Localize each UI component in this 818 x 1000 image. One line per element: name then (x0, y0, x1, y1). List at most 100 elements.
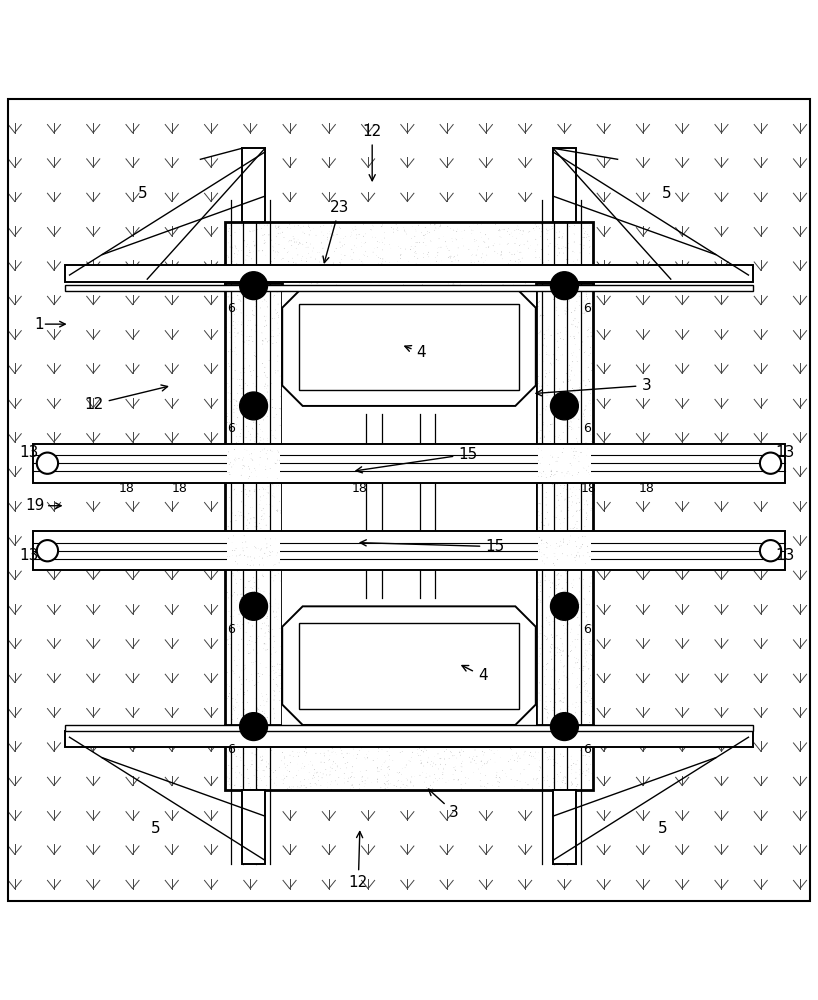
Point (232, 565, 245, 581)
Point (309, 731, 322, 747)
Point (583, 403, 596, 419)
Point (576, 545, 589, 561)
Point (257, 512, 270, 528)
Point (265, 569, 278, 585)
Point (413, 767, 426, 783)
Point (543, 235, 556, 251)
Point (394, 737, 407, 753)
Point (434, 751, 447, 767)
Point (563, 357, 576, 373)
Point (245, 465, 258, 481)
Point (384, 732, 398, 748)
Point (233, 765, 246, 781)
Point (449, 762, 462, 778)
Point (582, 322, 595, 338)
Point (514, 774, 527, 790)
Point (326, 756, 339, 772)
Point (233, 525, 246, 541)
Point (371, 270, 384, 286)
Point (565, 621, 578, 637)
Point (391, 740, 404, 756)
Point (270, 643, 283, 659)
Point (420, 766, 433, 782)
Point (233, 378, 246, 394)
Point (555, 630, 568, 646)
Point (332, 261, 345, 277)
Point (256, 465, 269, 481)
Point (220, 761, 233, 777)
Point (578, 306, 591, 322)
Point (358, 750, 371, 766)
Point (478, 255, 491, 271)
Point (263, 554, 276, 570)
Point (256, 243, 269, 259)
Point (555, 449, 569, 465)
Point (305, 778, 318, 794)
Point (251, 674, 264, 690)
Point (223, 467, 236, 483)
Point (494, 248, 507, 264)
Point (439, 757, 452, 773)
Point (376, 242, 389, 258)
Point (263, 353, 276, 369)
Point (245, 757, 258, 773)
Point (546, 613, 559, 629)
Point (466, 720, 479, 736)
Point (582, 748, 596, 764)
Point (254, 542, 267, 558)
Point (227, 747, 240, 763)
Point (272, 534, 285, 550)
Bar (227, 448, 280, 479)
Point (254, 561, 267, 577)
Point (567, 521, 580, 537)
Point (258, 456, 271, 472)
Point (460, 258, 473, 274)
Point (222, 375, 235, 391)
Point (388, 777, 401, 793)
Point (536, 514, 549, 530)
Point (275, 608, 288, 624)
Point (441, 264, 454, 280)
Point (524, 223, 537, 239)
Point (541, 226, 554, 242)
Point (262, 485, 275, 501)
Point (237, 774, 250, 790)
Point (218, 269, 231, 285)
Point (369, 230, 382, 246)
Point (536, 377, 549, 393)
Point (566, 776, 579, 792)
Point (222, 628, 236, 644)
Point (221, 414, 234, 430)
Point (239, 660, 252, 676)
Point (578, 695, 591, 711)
Point (559, 620, 572, 636)
Point (334, 761, 347, 777)
Point (260, 497, 273, 513)
Point (246, 420, 259, 436)
Point (262, 619, 275, 635)
Point (228, 295, 241, 311)
Point (407, 244, 420, 260)
Point (551, 333, 564, 349)
Point (568, 450, 581, 466)
Point (245, 585, 258, 601)
Point (270, 769, 283, 785)
Point (541, 632, 554, 648)
Point (586, 535, 599, 551)
Point (256, 281, 269, 297)
Point (256, 762, 269, 778)
Point (270, 777, 283, 793)
Point (534, 423, 547, 439)
Point (344, 727, 357, 743)
Point (232, 606, 245, 622)
Point (483, 216, 496, 232)
Point (540, 398, 553, 414)
Point (394, 247, 407, 263)
Point (260, 262, 273, 278)
Point (576, 231, 589, 247)
Bar (282, 606, 536, 725)
Point (330, 227, 344, 243)
Point (242, 448, 255, 464)
Point (226, 505, 239, 521)
Point (569, 736, 582, 752)
